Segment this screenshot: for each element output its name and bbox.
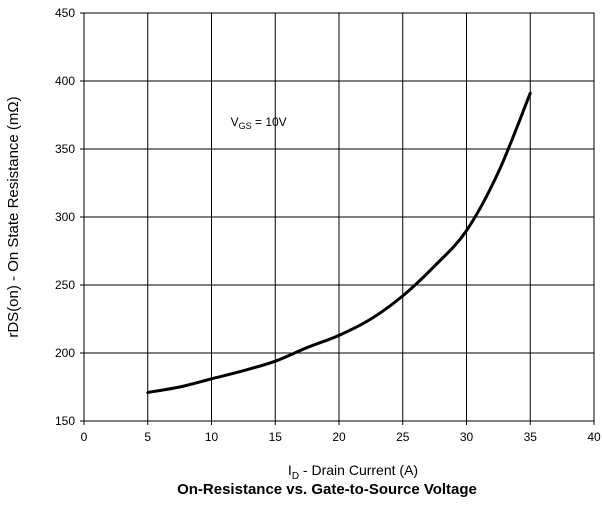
y-tick-label: 450	[55, 6, 75, 20]
y-tick-label: 150	[55, 414, 75, 428]
x-tick-label: 0	[81, 430, 88, 444]
chart-title: On-Resistance vs. Gate-to-Source Voltage	[177, 481, 477, 498]
y-tick-label: 250	[55, 278, 75, 292]
x-tick-label: 40	[587, 430, 601, 444]
y-tick-label: 400	[55, 74, 75, 88]
y-tick-label: 350	[55, 142, 75, 156]
series-line	[146, 91, 532, 394]
x-axis-label: ID - Drain Current (A)	[288, 462, 418, 482]
x-tick-label: 35	[524, 430, 538, 444]
x-tick-label: 10	[205, 430, 219, 444]
grid	[83, 12, 595, 422]
y-tick-label: 200	[55, 346, 75, 360]
x-tick-label: 30	[460, 430, 474, 444]
x-tick-label: 15	[269, 430, 283, 444]
y-tick-label: 300	[55, 210, 75, 224]
vgs-annotation: VGS = 10V	[231, 115, 287, 131]
y-axis-label: rDS(on) - On State Resistance (mΩ)	[5, 96, 22, 337]
x-axis-ticks: 0 5 10 15 20 25 30 35 40	[81, 421, 601, 444]
x-tick-label: 25	[396, 430, 410, 444]
x-tick-label: 20	[332, 430, 346, 444]
x-tick-label: 5	[144, 430, 151, 444]
y-axis-ticks: 150 200 250 300 350 400 450	[55, 6, 84, 428]
